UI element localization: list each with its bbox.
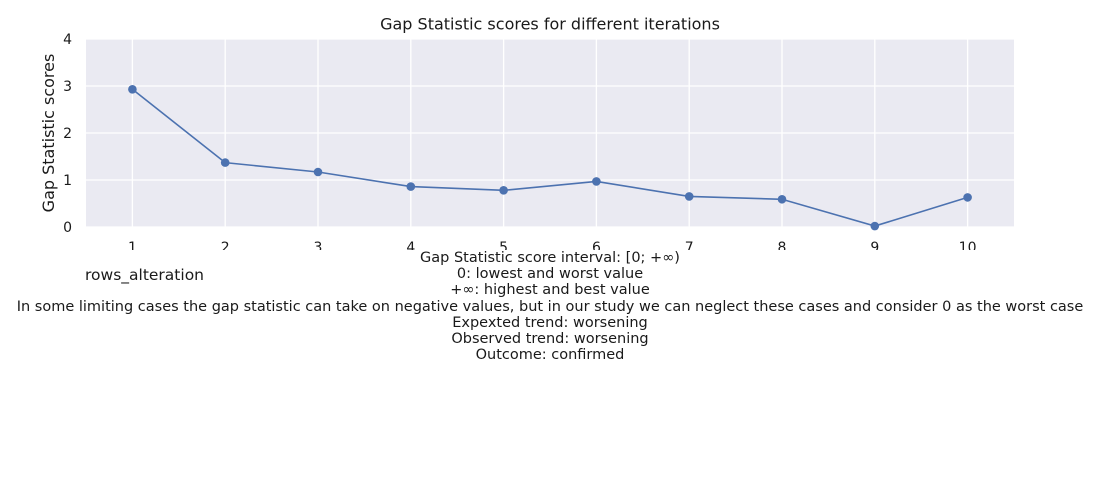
caption-line-interval: Gap Statistic score interval: [0; +∞) bbox=[420, 250, 680, 266]
y-tick-labels: 0 1 2 3 4 bbox=[63, 32, 72, 236]
caption-line-highest: +∞: highest and best value bbox=[450, 282, 650, 299]
y-tick-label: 4 bbox=[63, 32, 72, 48]
data-point bbox=[963, 193, 972, 202]
x-tick-label: 1 bbox=[128, 240, 137, 250]
x-tick-label: 6 bbox=[592, 240, 601, 250]
y-axis-label: Gap Statistic scores bbox=[39, 54, 58, 213]
data-point bbox=[777, 194, 787, 204]
x-tick-label: 4 bbox=[406, 240, 415, 250]
y-tick-label: 2 bbox=[63, 126, 72, 142]
caption-line-note: In some limiting cases the gap statistic… bbox=[16, 298, 1084, 315]
caption-line-outcome: Outcome: confirmed bbox=[475, 347, 625, 364]
x-tick-label: 10 bbox=[959, 240, 977, 250]
caption-line-expected: Expexted trend: worsening bbox=[452, 314, 648, 331]
data-point bbox=[406, 182, 416, 191]
x-tick-label: 2 bbox=[221, 240, 230, 250]
caption-line-lowest: 0: lowest and worst value bbox=[456, 266, 644, 283]
series-group bbox=[128, 84, 972, 231]
data-point bbox=[592, 177, 601, 186]
grid-lines bbox=[86, 38, 1014, 228]
caption-line-observed: Observed trend: worsening bbox=[451, 331, 649, 348]
x-tick-labels: 1 2 3 4 5 6 7 8 9 10 bbox=[128, 240, 977, 250]
x-tick-label: 3 bbox=[314, 240, 323, 250]
series-line bbox=[131, 88, 968, 227]
x-tick-label: 7 bbox=[685, 240, 694, 250]
data-point bbox=[499, 186, 508, 195]
gap-statistic-chart: 1 2 3 4 5 6 7 8 9 10 0 1 2 3 4 Gap Statistic scores f… bbox=[39, 15, 1014, 250]
x-tick-label: 9 bbox=[870, 240, 879, 250]
y-tick-label: 0 bbox=[63, 220, 72, 236]
y-tick-label: 1 bbox=[63, 173, 72, 189]
x-tick-label: 8 bbox=[778, 240, 787, 250]
caption-block: Gap Statistic score interval: [0; +∞) 0:… bbox=[0, 250, 1100, 363]
data-point bbox=[870, 221, 880, 231]
data-point bbox=[128, 84, 137, 94]
data-point bbox=[220, 158, 230, 167]
side-label: rows_alteration bbox=[85, 266, 204, 284]
data-point bbox=[313, 167, 323, 177]
data-point bbox=[684, 192, 694, 201]
chart-title: Gap Statistic scores for different itera… bbox=[380, 15, 720, 34]
y-tick-label: 3 bbox=[63, 79, 72, 95]
x-tick-label: 5 bbox=[499, 240, 508, 250]
